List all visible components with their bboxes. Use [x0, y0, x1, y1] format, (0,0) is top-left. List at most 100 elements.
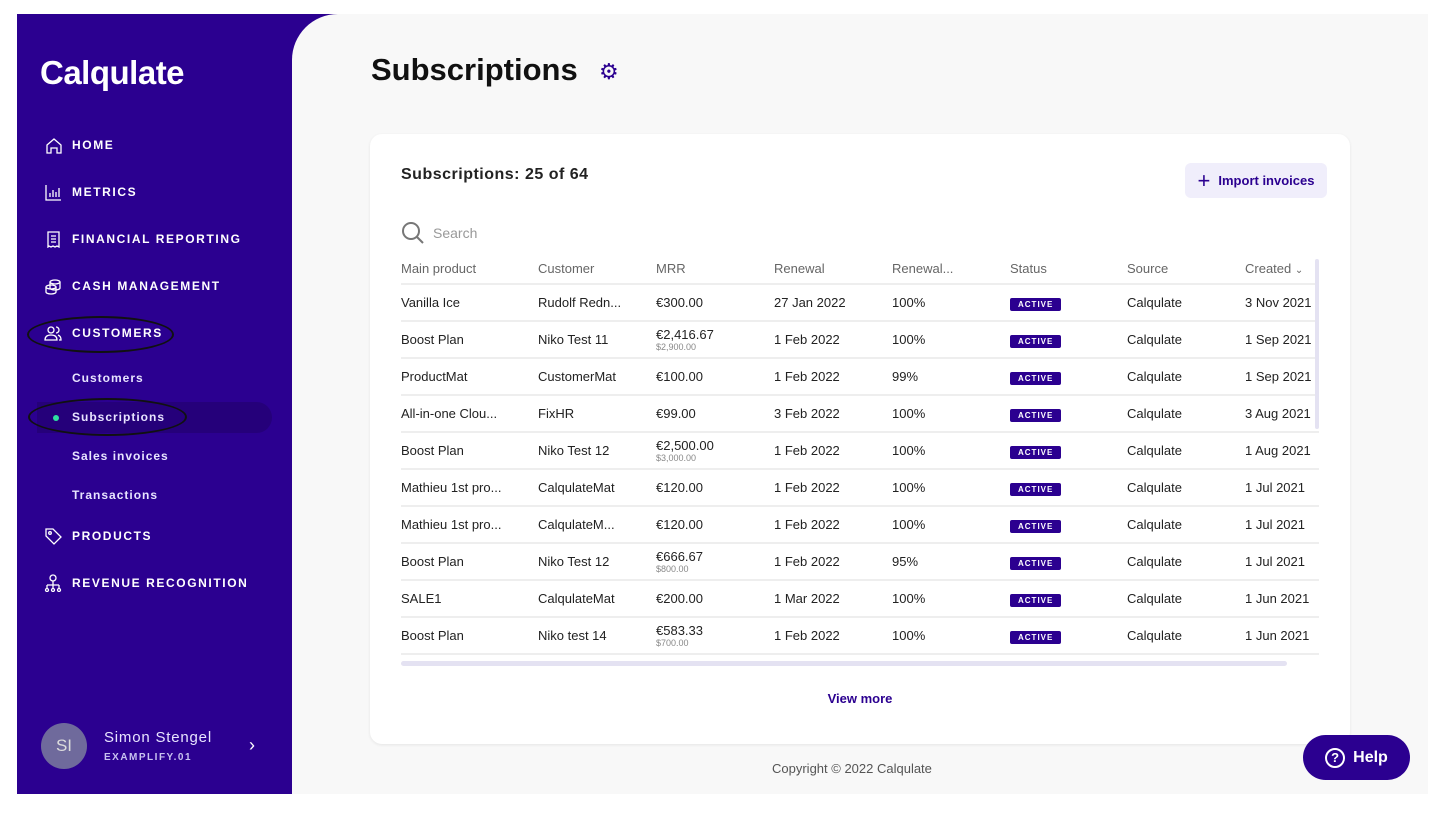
table-cell: €666.67 $800.00 [656, 543, 774, 581]
table-cell: ACTIVE [1010, 617, 1127, 655]
table-cell: ACTIVE [1010, 469, 1127, 507]
vertical-scrollbar[interactable] [1315, 259, 1319, 429]
table-row[interactable]: Boost Plan Niko Test 12 €2,500.00 $3,000.00… [401, 432, 1319, 470]
table-row[interactable]: SALE1 CalqulateMat €200.00 1 Mar 2022 100% AC… [401, 580, 1319, 618]
table-row[interactable]: Boost Plan Niko test 14 €583.33 $700.00 1 Fe… [401, 617, 1319, 655]
created: 1 Jun 2021 [1245, 628, 1310, 643]
annotation-ellipse [28, 398, 187, 436]
product: Mathieu 1st pro... [401, 517, 502, 532]
gear-icon[interactable]: ⚙ [599, 59, 619, 84]
product: ProductMat [401, 369, 468, 384]
app: Calqulate HOME METRICS FINANCIAL REPORTING… [17, 14, 1428, 794]
table-cell: Calqulate [1127, 506, 1245, 544]
column-header[interactable]: MRR [656, 254, 774, 285]
table-cell: €120.00 [656, 506, 774, 544]
table-row[interactable]: All-in-one Clou... FixHR €99.00 3 Feb 2022 1… [401, 395, 1319, 433]
subnav-sales-invoices[interactable]: Sales invoices [72, 449, 169, 463]
renewal-rate: 100% [892, 332, 926, 347]
product: Mathieu 1st pro... [401, 480, 502, 495]
column-header[interactable]: Main product [401, 254, 538, 285]
nav-label: PRODUCTS [72, 529, 153, 543]
source: Calqulate [1127, 332, 1182, 347]
table-cell: €99.00 [656, 395, 774, 433]
header-label: Main product [401, 261, 477, 276]
subnav-transactions[interactable]: Transactions [72, 488, 159, 502]
table-cell: ACTIVE [1010, 321, 1127, 359]
help-label: Help [1353, 748, 1388, 766]
header-label: Customer [538, 261, 595, 276]
renewal-rate: 99% [892, 369, 919, 384]
column-header[interactable]: Created ⌄ [1245, 254, 1319, 285]
table-cell: CalqulateMat [538, 469, 656, 507]
nav-revenue-recognition[interactable]: REVENUE RECOGNITION [44, 574, 248, 592]
table-cell: ACTIVE [1010, 506, 1127, 544]
user-profile[interactable]: SI Simon Stengel EXAMPLIFY.01 [41, 723, 211, 769]
table-cell: 1 Jul 2021 [1245, 506, 1319, 544]
customer: Rudolf Redn... [538, 295, 622, 310]
mrr: €100.00 [656, 369, 703, 384]
column-header[interactable]: Renewal... [892, 254, 1010, 285]
user-org: EXAMPLIFY.01 [104, 752, 193, 763]
table-cell: 3 Feb 2022 [774, 395, 892, 433]
table-cell: ProductMat [401, 358, 538, 396]
nav-home[interactable]: HOME [44, 136, 114, 154]
table-cell: €583.33 $700.00 [656, 617, 774, 655]
created: 3 Aug 2021 [1245, 406, 1311, 421]
table-cell: 100% [892, 469, 1010, 507]
nav-cash-management[interactable]: CASH MANAGEMENT [44, 277, 221, 295]
column-header[interactable]: Status [1010, 254, 1127, 285]
nav-financial-reporting[interactable]: FINANCIAL REPORTING [44, 230, 242, 248]
search-input[interactable]: Search [401, 221, 477, 245]
customer: FixHR [538, 406, 575, 421]
chevron-right-icon[interactable]: › [249, 735, 255, 755]
import-invoices-button[interactable]: + Import invoices [1185, 163, 1327, 198]
nav-label: REVENUE RECOGNITION [72, 576, 249, 590]
renewal-date: 1 Feb 2022 [774, 517, 840, 532]
table-cell: Calqulate [1127, 321, 1245, 359]
table-cell: Niko test 14 [538, 617, 656, 655]
subnav-customers[interactable]: Customers [72, 371, 144, 385]
customer: Niko Test 11 [538, 332, 609, 347]
table-cell: 1 Aug 2021 [1245, 432, 1319, 470]
table-cell: CalqulateM... [538, 506, 656, 544]
search-icon [402, 222, 424, 244]
table-cell: 1 Sep 2021 [1245, 358, 1319, 396]
table-row[interactable]: Mathieu 1st pro... CalqulateMat €120.00 1 F… [401, 469, 1319, 507]
mrr: €120.00 [656, 517, 703, 532]
source: Calqulate [1127, 406, 1182, 421]
table-cell: 3 Aug 2021 [1245, 395, 1319, 433]
table-row[interactable]: Boost Plan Niko Test 11 €2,416.67 $2,900.00… [401, 321, 1319, 359]
table-cell: Mathieu 1st pro... [401, 469, 538, 507]
renewal-date: 1 Feb 2022 [774, 480, 840, 495]
column-header[interactable]: Source [1127, 254, 1245, 285]
table-row[interactable]: ProductMat CustomerMat €100.00 1 Feb 2022 99… [401, 358, 1319, 396]
table-cell: ACTIVE [1010, 580, 1127, 618]
column-header[interactable]: Customer [538, 254, 656, 285]
table-row[interactable]: Boost Plan Niko Test 12 €666.67 $800.00 1 Fe… [401, 543, 1319, 581]
product: Boost Plan [401, 628, 464, 643]
created: 1 Aug 2021 [1245, 443, 1311, 458]
table-row[interactable]: Mathieu 1st pro... CalqulateM... €120.00 1 … [401, 506, 1319, 544]
status-badge: ACTIVE [1010, 371, 1062, 385]
help-button[interactable]: ? Help [1303, 735, 1410, 780]
view-more-link[interactable]: View more [827, 691, 893, 706]
created: 1 Jul 2021 [1245, 554, 1305, 569]
table-row[interactable]: Vanilla Ice Rudolf Redn... €300.00 27 Jan 2… [401, 284, 1319, 322]
table-cell: ACTIVE [1010, 284, 1127, 322]
table-cell: ACTIVE [1010, 432, 1127, 470]
subscriptions-card: Subscriptions: 25 of 64 + Import invoices… [370, 134, 1350, 744]
nav-products[interactable]: PRODUCTS [44, 527, 152, 545]
nav-metrics[interactable]: METRICS [44, 183, 137, 201]
created: 1 Jul 2021 [1245, 480, 1305, 495]
mrr: €300.00 [656, 295, 703, 310]
customer: CalqulateMat [538, 480, 615, 495]
logo: Calqulate [40, 54, 185, 91]
column-header[interactable]: Renewal [774, 254, 892, 285]
table-cell: Rudolf Redn... [538, 284, 656, 322]
mrr: €200.00 [656, 591, 703, 606]
horizontal-scrollbar[interactable] [401, 661, 1287, 666]
table-cell: 1 Jul 2021 [1245, 469, 1319, 507]
renewal-rate: 100% [892, 443, 926, 458]
created: 1 Jul 2021 [1245, 517, 1305, 532]
table-cell: Boost Plan [401, 432, 538, 470]
